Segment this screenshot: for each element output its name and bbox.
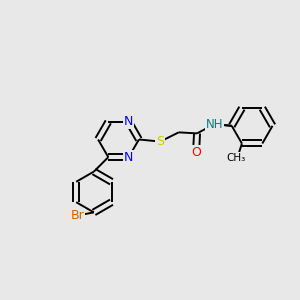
- Text: S: S: [156, 135, 164, 148]
- Text: NH: NH: [206, 118, 223, 131]
- Text: Br: Br: [70, 209, 84, 222]
- Text: N: N: [124, 151, 134, 164]
- Text: N: N: [124, 115, 134, 128]
- Text: O: O: [191, 146, 201, 159]
- Text: CH₃: CH₃: [226, 153, 245, 163]
